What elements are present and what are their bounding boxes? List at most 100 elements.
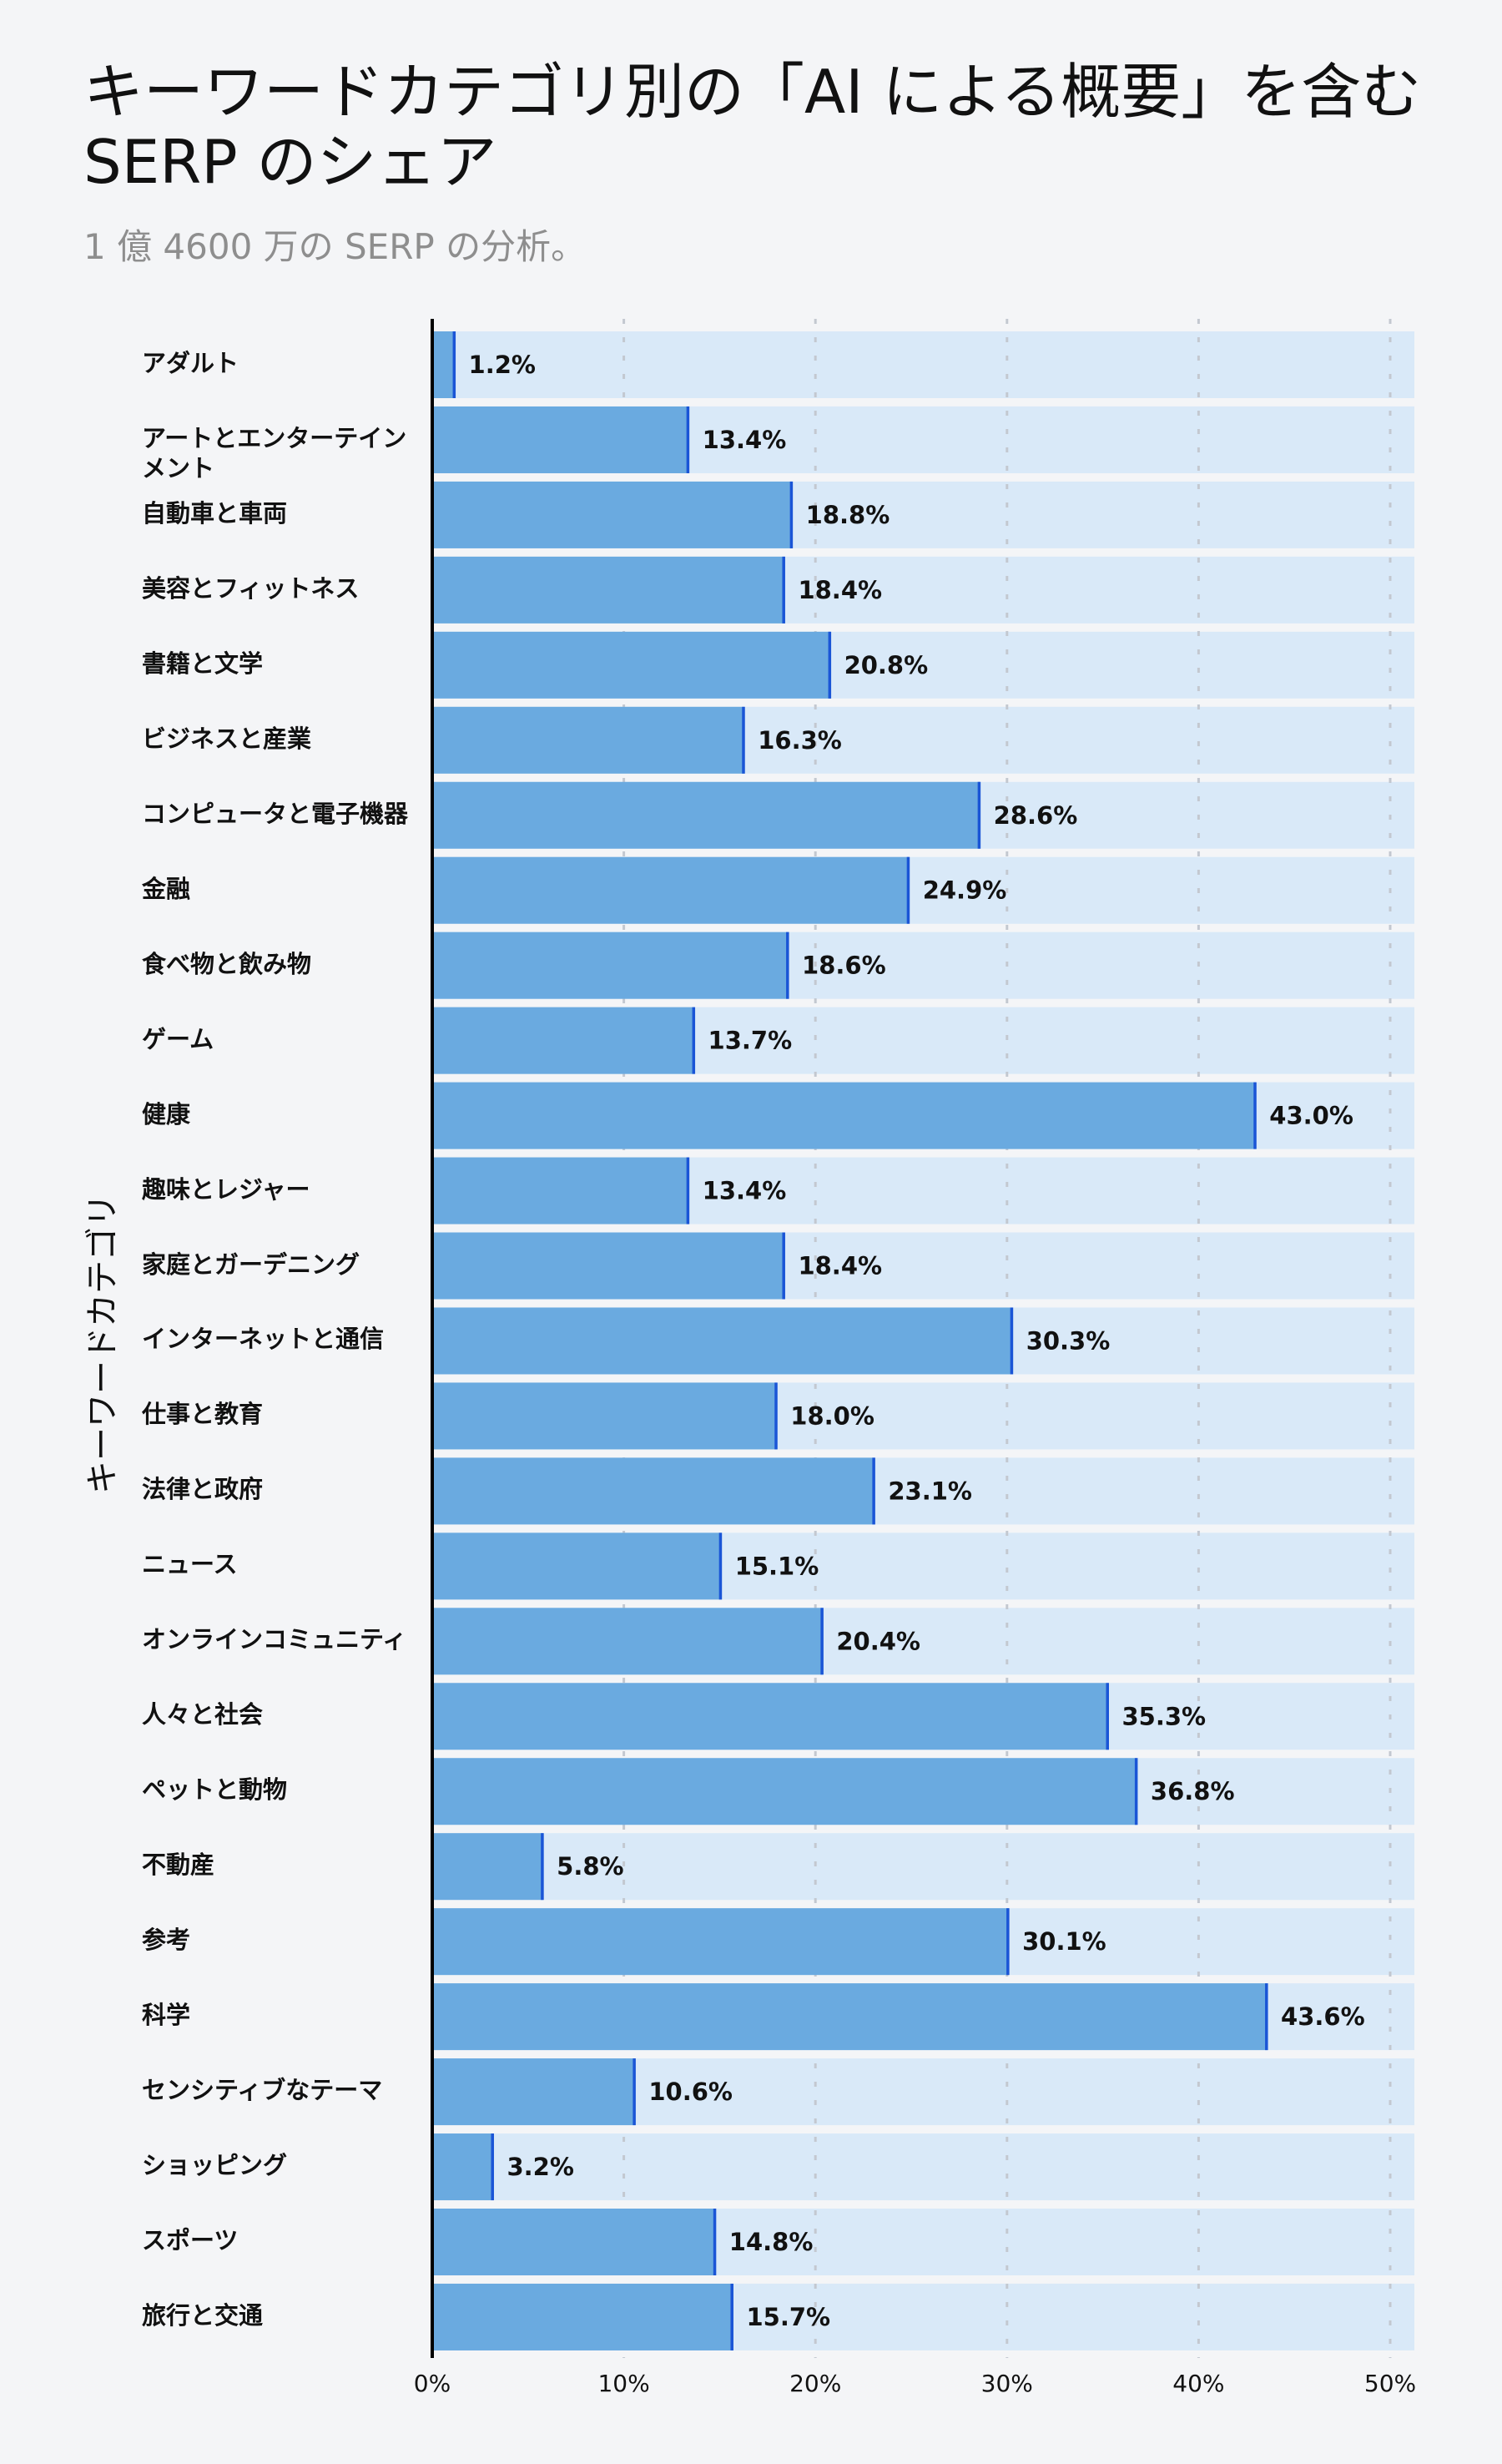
bar	[432, 1608, 824, 1675]
category-label: 仕事と教育	[142, 1400, 264, 1429]
bar-end-marker	[1134, 1758, 1138, 1825]
bar-end-marker	[828, 631, 832, 699]
bar	[432, 1157, 689, 1224]
value-label: 24.9%	[923, 876, 1007, 905]
value-label: 13.4%	[703, 1177, 787, 1205]
bar-end-marker	[1006, 1908, 1010, 1976]
bar	[432, 1307, 1013, 1375]
category-label: 美容とフィットネス	[142, 573, 360, 603]
bar-end-marker	[713, 2209, 717, 2275]
value-label: 1.2%	[469, 351, 536, 379]
bar	[432, 706, 745, 774]
bar	[432, 631, 831, 699]
value-label: 30.1%	[1022, 1927, 1106, 1956]
bar	[432, 1382, 778, 1450]
bar	[432, 1532, 722, 1600]
category-label: 参考	[142, 1926, 191, 1955]
bar-end-marker	[906, 856, 910, 924]
bar	[432, 856, 910, 924]
value-label: 43.6%	[1281, 2002, 1365, 2031]
value-label: 18.4%	[798, 1252, 882, 1280]
bar-end-marker	[452, 331, 456, 398]
value-label: 13.7%	[708, 1027, 793, 1055]
category-label: アートとエンターテインメント	[142, 423, 407, 482]
x-tick-label: 50%	[1364, 2370, 1416, 2397]
value-label: 18.0%	[790, 1401, 874, 1430]
value-label: 20.8%	[844, 651, 929, 679]
bar	[432, 556, 785, 624]
category-label: 自動車と車両	[142, 498, 288, 528]
bar-end-marker	[718, 1532, 723, 1600]
bar-end-marker	[633, 2058, 636, 2126]
bar-end-marker	[686, 406, 690, 473]
bar	[432, 932, 789, 999]
bar	[432, 1908, 1010, 1976]
x-tick-label: 30%	[981, 2370, 1033, 2397]
bar	[432, 2209, 716, 2275]
bar-end-marker	[774, 1382, 778, 1450]
category-label: スポーツ	[142, 2226, 239, 2254]
value-label: 36.8%	[1151, 1777, 1235, 1805]
bar	[432, 1758, 1137, 1825]
bar-track	[432, 331, 1414, 398]
bar-end-marker	[1253, 1082, 1257, 1149]
bar-end-marker	[742, 706, 745, 774]
value-label: 18.8%	[806, 501, 890, 529]
bar-end-marker	[491, 2133, 494, 2201]
bar	[432, 1983, 1268, 2051]
value-label: 5.8%	[557, 1852, 623, 1881]
category-label: ニュース	[142, 1550, 238, 1579]
bar	[432, 1683, 1109, 1750]
category-label: インターネットと通信	[142, 1325, 385, 1354]
bar	[432, 781, 980, 849]
category-label: ショッピング	[142, 2151, 288, 2180]
chart-subtitle: 1 億 4600 万の SERP の分析。	[83, 226, 587, 267]
category-label: ゲーム	[142, 1024, 214, 1053]
chart-title: キーワードカテゴリ別の「AI による概要」を含む SERP のシェア	[83, 57, 1422, 197]
category-label: センシティブなテーマ	[142, 2076, 383, 2105]
bar-end-marker	[686, 1157, 690, 1224]
category-label: 家庭とガーデニング	[142, 1250, 360, 1279]
x-tick-label: 20%	[789, 2370, 841, 2397]
bar	[432, 2058, 636, 2126]
category-label: 人々と社会	[142, 1700, 264, 1729]
value-label: 10.6%	[648, 2078, 733, 2106]
bar	[432, 1082, 1257, 1149]
bar	[432, 331, 456, 398]
value-label: 43.0%	[1269, 1102, 1353, 1130]
category-label: 不動産	[142, 1851, 215, 1880]
value-label: 18.4%	[798, 576, 882, 604]
bar	[432, 1457, 875, 1525]
category-label: 旅行と交通	[142, 2300, 264, 2330]
category-label: ビジネスと産業	[142, 724, 312, 753]
category-label: ペットと動物	[142, 1775, 288, 1805]
bar	[432, 1007, 695, 1074]
value-label: 15.7%	[746, 2303, 830, 2331]
category-label: 金融	[142, 874, 191, 903]
value-label: 18.6%	[802, 952, 886, 980]
bar-end-marker	[872, 1457, 875, 1525]
bar	[432, 2133, 494, 2201]
bar	[432, 1232, 785, 1300]
bar-end-marker	[1106, 1683, 1109, 1750]
bar	[432, 406, 689, 473]
bar	[432, 481, 793, 548]
category-label: コンピュータと電子機器	[142, 799, 409, 828]
bar-track	[432, 1833, 1414, 1901]
category-label: オンラインコミュニティ	[142, 1625, 407, 1654]
bar-end-marker	[1010, 1307, 1014, 1375]
value-label: 16.3%	[758, 726, 842, 755]
bar-end-marker	[977, 781, 981, 849]
bar-end-marker	[782, 1232, 785, 1300]
bar-end-marker	[692, 1007, 696, 1074]
bar-end-marker	[1265, 1983, 1268, 2051]
bar-track	[432, 2133, 1414, 2201]
bar-end-marker	[820, 1608, 824, 1675]
value-label: 13.4%	[703, 426, 787, 454]
bar-end-marker	[789, 481, 794, 548]
bar-end-marker	[786, 932, 789, 999]
bar	[432, 2283, 733, 2350]
bar-end-marker	[730, 2283, 733, 2350]
category-label: アダルト	[142, 349, 239, 377]
category-label: 書籍と文学	[142, 649, 264, 678]
